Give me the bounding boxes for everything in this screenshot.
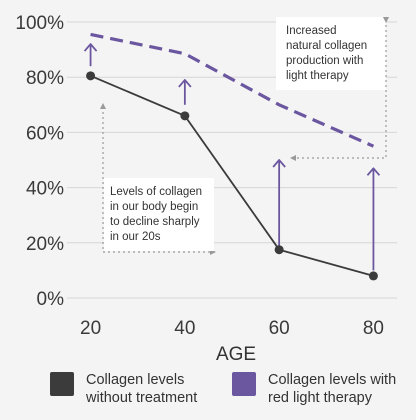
legend-swatch-with-therapy [232,372,256,396]
x-tick-label: 80 [363,318,384,339]
x-tick-label: 40 [174,318,195,339]
annotation-line: production with [286,55,363,67]
annotation-line: Levels of collagen [110,186,202,198]
x-tick-label: 60 [269,318,290,339]
y-tick-label: 80% [26,68,64,89]
annotation-line: Increased [286,25,337,37]
improvement-arrow [272,159,286,246]
annotation-line: to decline sharply [110,216,200,228]
improvement-arrow [366,167,381,271]
series-line-without-treatment [90,74,374,277]
x-tick-labels: 20 40 60 80 [80,318,384,339]
legend-label: Collagen levels [86,372,184,388]
annotation-box [276,17,386,90]
improvement-arrow [83,43,98,67]
y-tick-label: 0% [37,289,65,310]
legend-label: Collagen levels with [268,372,396,388]
annotation-line: light therapy [286,70,349,82]
annotation-line: in our 20s [110,231,161,243]
data-point [180,111,190,121]
legend-label: without treatment [85,390,197,406]
y-tick-label: 40% [26,179,64,200]
y-tick-label: 20% [26,234,64,255]
annotation-line: in our body begin [110,201,198,213]
legend-label: red light therapy [268,390,373,406]
connector-arrowhead [383,17,389,23]
annotation-increase: Increased natural collagen production wi… [276,17,389,161]
connector-arrowhead [100,103,106,109]
y-tick-label: 60% [26,123,64,144]
annotation-connector [296,20,387,159]
series-lines [90,32,375,277]
improvement-arrows [83,43,381,271]
annotation-line: natural collagen [286,40,367,52]
series-line-with-therapy [90,32,375,148]
legend-swatch-without-treatment [50,372,74,396]
annotation-box [104,178,214,251]
data-points [86,71,378,281]
connector-arrowhead [290,155,296,161]
data-point [274,245,284,255]
x-axis-title: AGE [216,344,256,365]
x-tick-label: 20 [80,318,101,339]
data-point [368,271,378,281]
y-tick-label: 100% [15,13,64,34]
annotation-connector [102,107,214,253]
annotation-decline: Levels of collagen in our body begin to … [100,103,216,255]
improvement-arrow [178,79,192,105]
y-tick-labels: 0% 20% 40% 60% 80% 100% [15,13,64,310]
data-point [86,71,96,81]
legend: Collagen levels without treatment Collag… [50,372,396,406]
